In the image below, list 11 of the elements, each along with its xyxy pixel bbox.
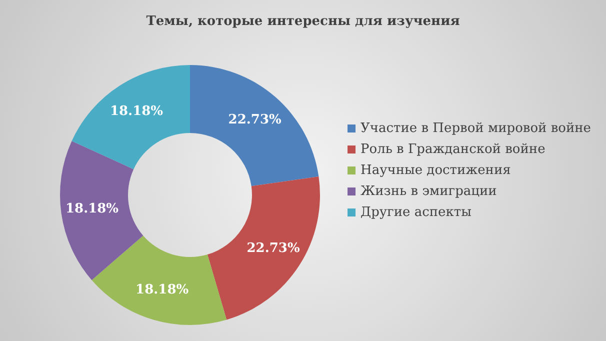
- data-label: 18.18%: [65, 202, 120, 217]
- legend-label: Жизнь в эмиграции: [360, 184, 497, 199]
- legend-label: Научные достижения: [360, 163, 511, 178]
- data-label: 22.73%: [228, 112, 282, 128]
- data-label: 18.18%: [110, 104, 164, 120]
- data-label: 18.18%: [136, 282, 190, 298]
- legend-label: Другие аспекты: [360, 205, 472, 220]
- legend-label: Участие в Первой мировой войне: [360, 121, 592, 136]
- chart-title: Темы, которые интересны для изучения: [146, 14, 460, 29]
- data-label: 22.73%: [246, 241, 300, 256]
- legend-label: Роль в Гражданской войне: [360, 142, 546, 157]
